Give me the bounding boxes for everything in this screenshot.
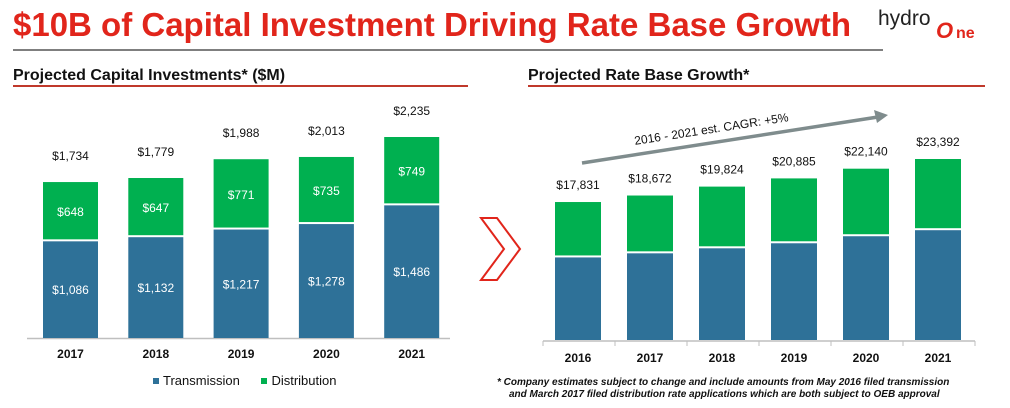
legend-swatch-transmission	[153, 377, 159, 384]
label-total: $1,734	[52, 149, 89, 163]
bar-transmission	[915, 230, 961, 340]
rate-base-underline	[528, 85, 985, 87]
bar-distribution	[213, 159, 269, 228]
bar-distribution	[555, 202, 601, 256]
x-tick-label: 2018	[142, 347, 169, 361]
logo-text-o: O	[936, 18, 954, 43]
label-total: $18,672	[628, 172, 672, 186]
label-transmission: $1,132	[137, 281, 174, 295]
rate-base-subtitle: Projected Rate Base Growth*	[528, 67, 750, 84]
legend-label-distribution: Distribution	[271, 373, 337, 388]
footnote-line-2: and March 2017 filed distribution rate a…	[509, 389, 940, 400]
bar-distribution	[627, 195, 673, 252]
label-distribution: $648	[57, 205, 84, 219]
logo-text-hydro: hydro	[878, 7, 931, 30]
label-total: $19,824	[700, 163, 744, 177]
x-tick-label: 2019	[228, 347, 255, 361]
legend-label-transmission: Transmission	[163, 373, 240, 388]
x-tick-label: 2018	[709, 351, 736, 365]
page-title: $10B of Capital Investment Driving Rate …	[13, 6, 852, 43]
bar-transmission	[843, 236, 889, 340]
bar-distribution	[43, 182, 98, 240]
label-transmission: $1,486	[393, 265, 430, 279]
x-tick-label: 2019	[781, 351, 808, 365]
bar-transmission	[43, 241, 98, 338]
capital-investments-underline	[13, 85, 468, 87]
x-tick-label: 2016	[565, 351, 592, 365]
bar-transmission	[384, 205, 440, 338]
bar-transmission	[213, 229, 269, 338]
title-divider	[13, 49, 883, 51]
bar-distribution	[128, 178, 184, 236]
label-distribution: $749	[398, 165, 425, 179]
capital-investments-chart: $1,086 $648 $1,734 2017 $1,132 $647 $1,779 2018…	[27, 104, 450, 361]
footnote: * Company estimates subject to change an…	[497, 377, 949, 401]
legend-item-distribution: Distribution	[261, 373, 336, 388]
logo-text-ne: ne	[956, 25, 975, 42]
label-total: $22,140	[844, 145, 888, 159]
label-total: $2,013	[308, 124, 345, 138]
bar-transmission	[771, 243, 817, 340]
label-distribution: $735	[313, 184, 340, 198]
bar-distribution	[384, 137, 440, 204]
chart-legend: Transmission Distribution	[153, 373, 354, 388]
capital-investments-subtitle: Projected Capital Investments* ($M)	[13, 67, 286, 84]
label-total: $1,779	[137, 145, 174, 159]
legend-item-transmission: Transmission	[153, 373, 240, 388]
bar-transmission	[627, 253, 673, 340]
x-tick-label: 2021	[925, 351, 952, 365]
x-tick-label: 2020	[313, 347, 340, 361]
label-transmission: $1,278	[308, 275, 345, 289]
arrow-head-icon	[874, 110, 888, 123]
label-transmission: $1,086	[52, 283, 89, 297]
label-total: $2,235	[393, 104, 430, 118]
bar-transmission	[128, 237, 184, 338]
footnote-line-1: * Company estimates subject to change an…	[497, 377, 950, 388]
x-tick-label: 2021	[398, 347, 425, 361]
cagr-arrow: 2016 - 2021 est. CAGR: +5%	[581, 110, 888, 165]
label-total: $20,885	[772, 154, 816, 168]
bar-transmission	[555, 257, 601, 340]
label-total: $23,392	[916, 135, 960, 149]
label-total: $1,988	[223, 126, 260, 140]
bar-distribution	[843, 168, 889, 235]
bar-distribution	[699, 186, 745, 247]
label-distribution: $647	[142, 201, 169, 215]
label-total: $17,831	[556, 178, 600, 192]
x-tick-label: 2017	[637, 351, 664, 365]
chevron-right-icon	[479, 217, 522, 281]
x-tick-label: 2020	[853, 351, 880, 365]
legend-swatch-distribution	[261, 377, 268, 384]
label-distribution: $771	[228, 188, 255, 202]
x-tick-label: 2017	[57, 347, 84, 361]
bar-transmission	[298, 224, 354, 338]
rate-base-chart: $17,831 2016 $18,672 2017 $19,824 2018 $20,885…	[542, 110, 976, 365]
bar-distribution	[915, 159, 961, 229]
bar-distribution	[771, 178, 817, 242]
bar-transmission	[699, 248, 745, 340]
bar-distribution	[298, 156, 354, 223]
label-transmission: $1,217	[223, 277, 260, 291]
cagr-arrow-line	[581, 115, 879, 165]
